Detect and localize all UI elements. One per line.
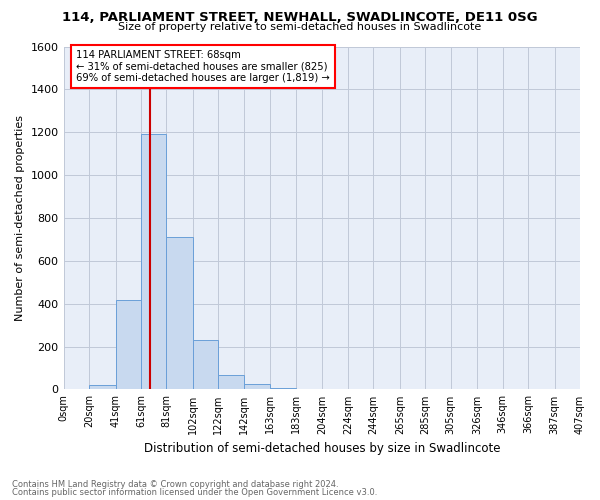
Bar — [116, 300, 141, 390]
Text: Size of property relative to semi-detached houses in Swadlincote: Size of property relative to semi-detach… — [118, 22, 482, 32]
Text: Contains HM Land Registry data © Crown copyright and database right 2024.: Contains HM Land Registry data © Crown c… — [12, 480, 338, 489]
Text: 114, PARLIAMENT STREET, NEWHALL, SWADLINCOTE, DE11 0SG: 114, PARLIAMENT STREET, NEWHALL, SWADLIN… — [62, 11, 538, 24]
Text: Contains public sector information licensed under the Open Government Licence v3: Contains public sector information licen… — [12, 488, 377, 497]
X-axis label: Distribution of semi-detached houses by size in Swadlincote: Distribution of semi-detached houses by … — [143, 442, 500, 455]
Bar — [89, 385, 116, 390]
Bar — [271, 388, 296, 390]
Bar — [166, 238, 193, 390]
Bar — [141, 134, 166, 390]
Y-axis label: Number of semi-detached properties: Number of semi-detached properties — [15, 115, 25, 321]
Bar — [218, 376, 244, 390]
Text: 114 PARLIAMENT STREET: 68sqm
← 31% of semi-detached houses are smaller (825)
69%: 114 PARLIAMENT STREET: 68sqm ← 31% of se… — [76, 50, 330, 83]
Bar — [193, 340, 218, 390]
Bar — [244, 384, 271, 390]
